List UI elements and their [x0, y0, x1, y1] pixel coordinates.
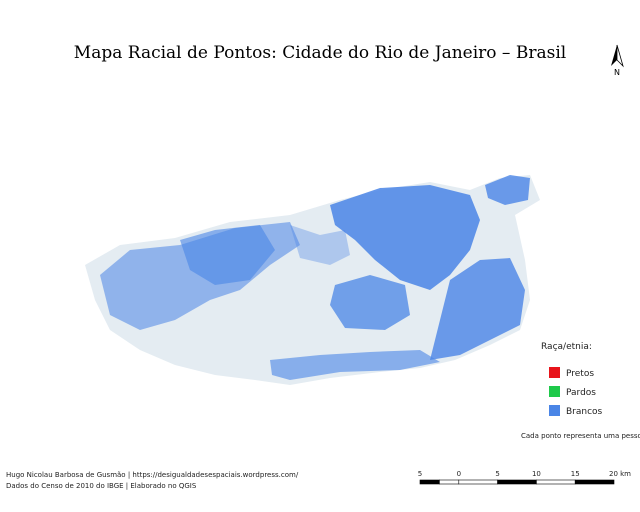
scale-segment — [497, 479, 537, 485]
scale-label: 5 — [418, 470, 422, 478]
scale-segment — [574, 479, 615, 485]
scale-label: 10 — [532, 470, 541, 478]
scale-segment — [536, 479, 576, 485]
scale-segment — [439, 479, 460, 485]
scale-segment — [458, 479, 498, 485]
credit-line: Dados do Censo de 2010 do IBGE | Elabora… — [6, 482, 197, 490]
credit-line: Hugo Nicolau Barbosa de Gusmão | https:/… — [6, 471, 299, 479]
legend-note: Cada ponto representa uma pessoa. — [521, 432, 640, 440]
legend-label: Pretos — [566, 369, 594, 379]
scale-segment — [419, 479, 440, 485]
scale-label: 5 — [495, 470, 499, 478]
scale-label: 20 km — [609, 470, 631, 478]
scale-label: 0 — [457, 470, 461, 478]
map-area — [85, 175, 540, 385]
legend-label: Brancos — [566, 407, 603, 417]
legend-swatch — [549, 405, 560, 416]
scale-label: 15 — [571, 470, 580, 478]
scale-bar: 5 0 5 10 15 20 km — [418, 470, 631, 485]
legend-title: Raça/etnia: — [541, 342, 592, 352]
legend-swatch — [549, 367, 560, 378]
north-arrow: N — [611, 44, 624, 77]
legend-swatch — [549, 386, 560, 397]
legend: Raça/etnia: Cada ponto representa uma pe… — [521, 342, 640, 440]
legend-label: Pardos — [566, 388, 596, 398]
north-label: N — [614, 68, 620, 77]
map-title: Mapa Racial de Pontos: Cidade do Rio de … — [74, 43, 566, 63]
